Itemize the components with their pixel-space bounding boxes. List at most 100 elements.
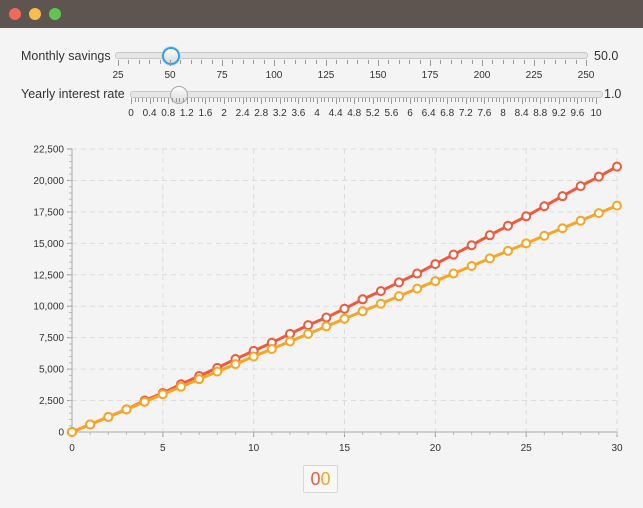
slider-minor-tick	[272, 98, 274, 102]
slider-tick-label: 4.8	[347, 108, 362, 119]
slider-tick-label: 75	[216, 70, 228, 81]
slider-minor-tick	[305, 98, 307, 102]
slider-minor-tick	[246, 98, 248, 102]
slider-tick-label: 9.6	[570, 108, 585, 119]
slider-minor-tick	[350, 98, 352, 102]
minimize-window-button[interactable]	[29, 8, 41, 20]
series-1-point	[394, 277, 404, 288]
slider-minor-tick	[212, 98, 214, 102]
slider-minor-tick	[380, 98, 382, 102]
series-1-point	[375, 286, 386, 297]
slider-major-tick	[298, 98, 300, 104]
slider-minor-tick	[473, 98, 475, 102]
slider-minor-tick	[383, 98, 385, 102]
interest-rate-slider-track[interactable]	[130, 91, 603, 98]
slider-minor-tick	[220, 98, 222, 102]
slider-minor-tick	[513, 60, 515, 64]
slider-tick-label: 100	[265, 70, 283, 81]
slider-minor-tick	[283, 98, 285, 102]
slider-minor-tick	[543, 98, 545, 102]
slider-tick-label: 5.2	[365, 108, 380, 119]
slider-tick-label: 8.4	[514, 108, 529, 119]
slider-tick-label: 1.2	[179, 108, 194, 119]
slider-tick-label: 0	[128, 108, 134, 119]
slider-minor-tick	[491, 98, 493, 102]
slider-minor-tick	[145, 98, 147, 102]
slider-minor-tick	[555, 98, 557, 102]
slider-major-tick	[577, 98, 579, 104]
slider-minor-tick	[232, 60, 234, 64]
slider-minor-tick	[440, 60, 442, 64]
slider-minor-tick	[216, 98, 218, 102]
series-1-point	[357, 294, 368, 305]
slider-minor-tick	[575, 60, 577, 64]
slider-minor-tick	[263, 60, 265, 64]
slider-tick-label: 1.6	[198, 108, 213, 119]
interest-rate-slider-thumb[interactable]	[169, 86, 188, 104]
series-2-point	[375, 298, 386, 309]
slider-minor-tick	[142, 98, 144, 102]
slider-minor-tick	[584, 98, 586, 102]
slider-tick-label: 2.8	[254, 108, 269, 119]
slider-minor-tick	[324, 98, 326, 102]
zoom-window-button[interactable]	[49, 8, 61, 20]
slider-minor-tick	[159, 60, 161, 64]
slider-minor-tick	[153, 98, 155, 102]
chart-legend: 00	[303, 465, 338, 493]
slider-minor-tick	[253, 98, 255, 102]
slider-major-tick	[131, 98, 132, 104]
monthly-savings-value: 50.0	[594, 49, 619, 63]
monthly-savings-slider-thumb[interactable]	[162, 47, 180, 65]
slider-minor-tick	[315, 60, 317, 64]
close-window-button[interactable]	[9, 8, 21, 20]
slider-tick-label: 7.2	[458, 108, 473, 119]
x-tick-label: 0	[69, 443, 75, 454]
series-2-point	[539, 230, 550, 241]
slider-minor-tick	[565, 60, 567, 64]
slider-minor-tick	[336, 60, 338, 64]
slider-minor-tick	[157, 98, 159, 102]
slider-minor-tick	[339, 98, 341, 102]
slider-minor-tick	[138, 98, 140, 102]
slider-major-tick	[596, 98, 597, 104]
slider-minor-tick	[495, 98, 497, 102]
monthly-savings-slider-track[interactable]	[115, 52, 588, 59]
series-2-point	[339, 313, 350, 324]
slider-tick-label: 6.4	[421, 108, 436, 119]
plot-area	[72, 149, 617, 432]
slider-tick-label: 150	[369, 70, 387, 81]
x-tick-label: 5	[160, 443, 166, 454]
slider-minor-tick	[398, 98, 400, 102]
slider-minor-tick	[581, 98, 583, 102]
series-1-point	[339, 303, 350, 314]
y-tick-label: 2,500	[39, 396, 64, 407]
slider-major-tick	[186, 98, 188, 104]
series-1-point	[321, 312, 332, 323]
slider-minor-tick	[419, 60, 421, 64]
slider-minor-tick	[502, 60, 504, 64]
y-tick-label: 0	[58, 428, 64, 439]
slider-minor-tick	[128, 60, 130, 64]
slider-minor-tick	[592, 98, 594, 102]
slider-major-tick	[503, 98, 504, 104]
y-tick-label: 22,500	[33, 145, 64, 156]
slider-major-tick	[391, 98, 393, 104]
slider-minor-tick	[443, 98, 445, 102]
savings-line-chart: 0 2,500 5,000 7,500 10,000 12,500 15,000 17,500…	[33, 145, 623, 455]
slider-minor-tick	[406, 98, 408, 102]
slider-minor-tick	[471, 60, 473, 64]
interest-rate-value: 1.0	[604, 87, 622, 101]
slider-minor-tick	[506, 98, 508, 102]
series-2-point	[466, 260, 477, 271]
slider-tick-label: 8	[500, 108, 506, 119]
slider-minor-tick	[211, 60, 213, 64]
slider-minor-tick	[331, 98, 333, 102]
slider-major-tick	[224, 98, 225, 104]
slider-minor-tick	[175, 98, 177, 102]
series-2-point	[285, 336, 295, 347]
slider-major-tick	[447, 98, 449, 104]
slider-minor-tick	[562, 98, 564, 102]
slider-minor-tick	[194, 98, 196, 102]
series-2-point	[593, 208, 604, 219]
slider-minor-tick	[436, 98, 438, 102]
